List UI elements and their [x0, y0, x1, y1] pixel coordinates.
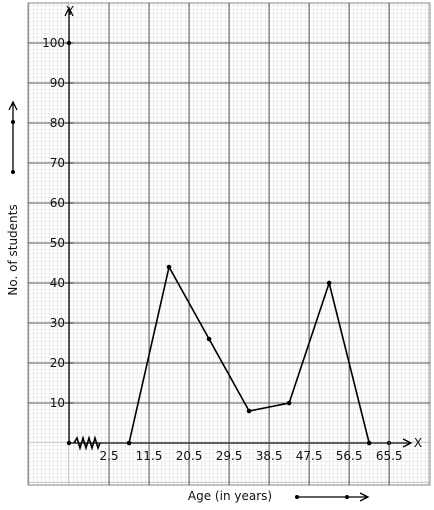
data-point — [206, 336, 212, 342]
y-tick-label: 20 — [50, 356, 65, 370]
x-axis-name: X — [414, 436, 422, 450]
scale-arrow-head — [359, 492, 370, 502]
x-arrow — [402, 438, 413, 448]
axis-break — [73, 435, 101, 451]
y-tick-label: 100 — [42, 36, 65, 50]
data-point — [126, 440, 132, 446]
y-tick-label: 60 — [50, 196, 65, 210]
y-tick-label: 10 — [50, 396, 65, 410]
y-tick-label: 40 — [50, 276, 65, 290]
x-tick-label: 29.5 — [216, 449, 243, 463]
data-point — [326, 280, 332, 286]
data-point — [246, 408, 252, 414]
y-axis-name: Y — [65, 4, 74, 18]
decor-dot — [11, 120, 15, 124]
origin-dot — [66, 440, 72, 446]
x-axis-label: Age (in years) — [188, 489, 272, 503]
data-point — [286, 400, 292, 406]
decor-dots — [11, 40, 392, 499]
axes — [8, 6, 413, 502]
y-arrow — [64, 6, 74, 17]
x-tick-label: 20.5 — [176, 449, 203, 463]
y-tick-label: 30 — [50, 316, 65, 330]
data-point — [366, 440, 372, 446]
x-tick-label: 38.5 — [256, 449, 283, 463]
x-tick-label: 2.5 — [99, 449, 118, 463]
y-axis-label: No. of students — [6, 204, 20, 295]
y-tick-label: 70 — [50, 156, 65, 170]
legend-arrow-head — [8, 100, 18, 111]
y-tick-label: 90 — [50, 76, 65, 90]
decor-dot — [11, 170, 15, 174]
data-point — [166, 264, 172, 270]
x-tick-label: 47.5 — [296, 449, 323, 463]
x-tick-label: 11.5 — [136, 449, 163, 463]
y-tick-label: 50 — [50, 236, 65, 250]
x-tick-label: 65.5 — [376, 449, 403, 463]
decor-dot — [345, 495, 349, 499]
decor-dot — [295, 495, 299, 499]
x-tick-label: 56.5 — [336, 449, 363, 463]
y-tick-label: 80 — [50, 116, 65, 130]
